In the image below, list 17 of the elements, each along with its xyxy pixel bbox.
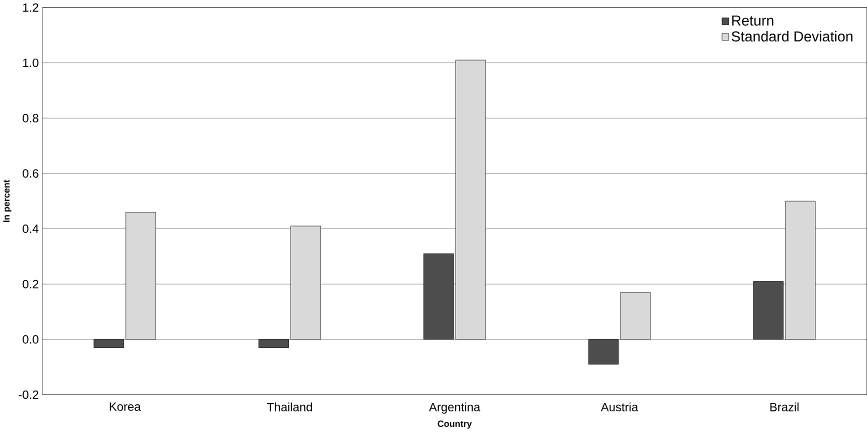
x-tick-label: Argentina bbox=[428, 402, 480, 414]
y-tick-label: 1.0 bbox=[23, 58, 38, 68]
x-tick-label: Brazil bbox=[770, 402, 799, 412]
y-tick-label: 0.2 bbox=[22, 280, 38, 288]
y-axis-title: In percent bbox=[3, 180, 12, 222]
y-tick-label: 0.6 bbox=[22, 169, 38, 178]
x-tick-label: Korea bbox=[110, 402, 141, 411]
y-tick-label: 1.2 bbox=[23, 3, 38, 12]
x-tick-label: Austria bbox=[600, 402, 638, 412]
x-axis-title: Country bbox=[438, 420, 472, 429]
y-tick-label: 0.8 bbox=[22, 114, 38, 122]
y-tick-label: -0.2 bbox=[18, 390, 38, 399]
y-tick-label: 0.4 bbox=[22, 224, 39, 234]
legend-label: Return bbox=[732, 16, 774, 26]
legend-label: Standard Deviation bbox=[732, 30, 852, 42]
y-tick-label: 0.0 bbox=[22, 335, 38, 344]
x-tick-label: Thailand bbox=[267, 402, 312, 412]
